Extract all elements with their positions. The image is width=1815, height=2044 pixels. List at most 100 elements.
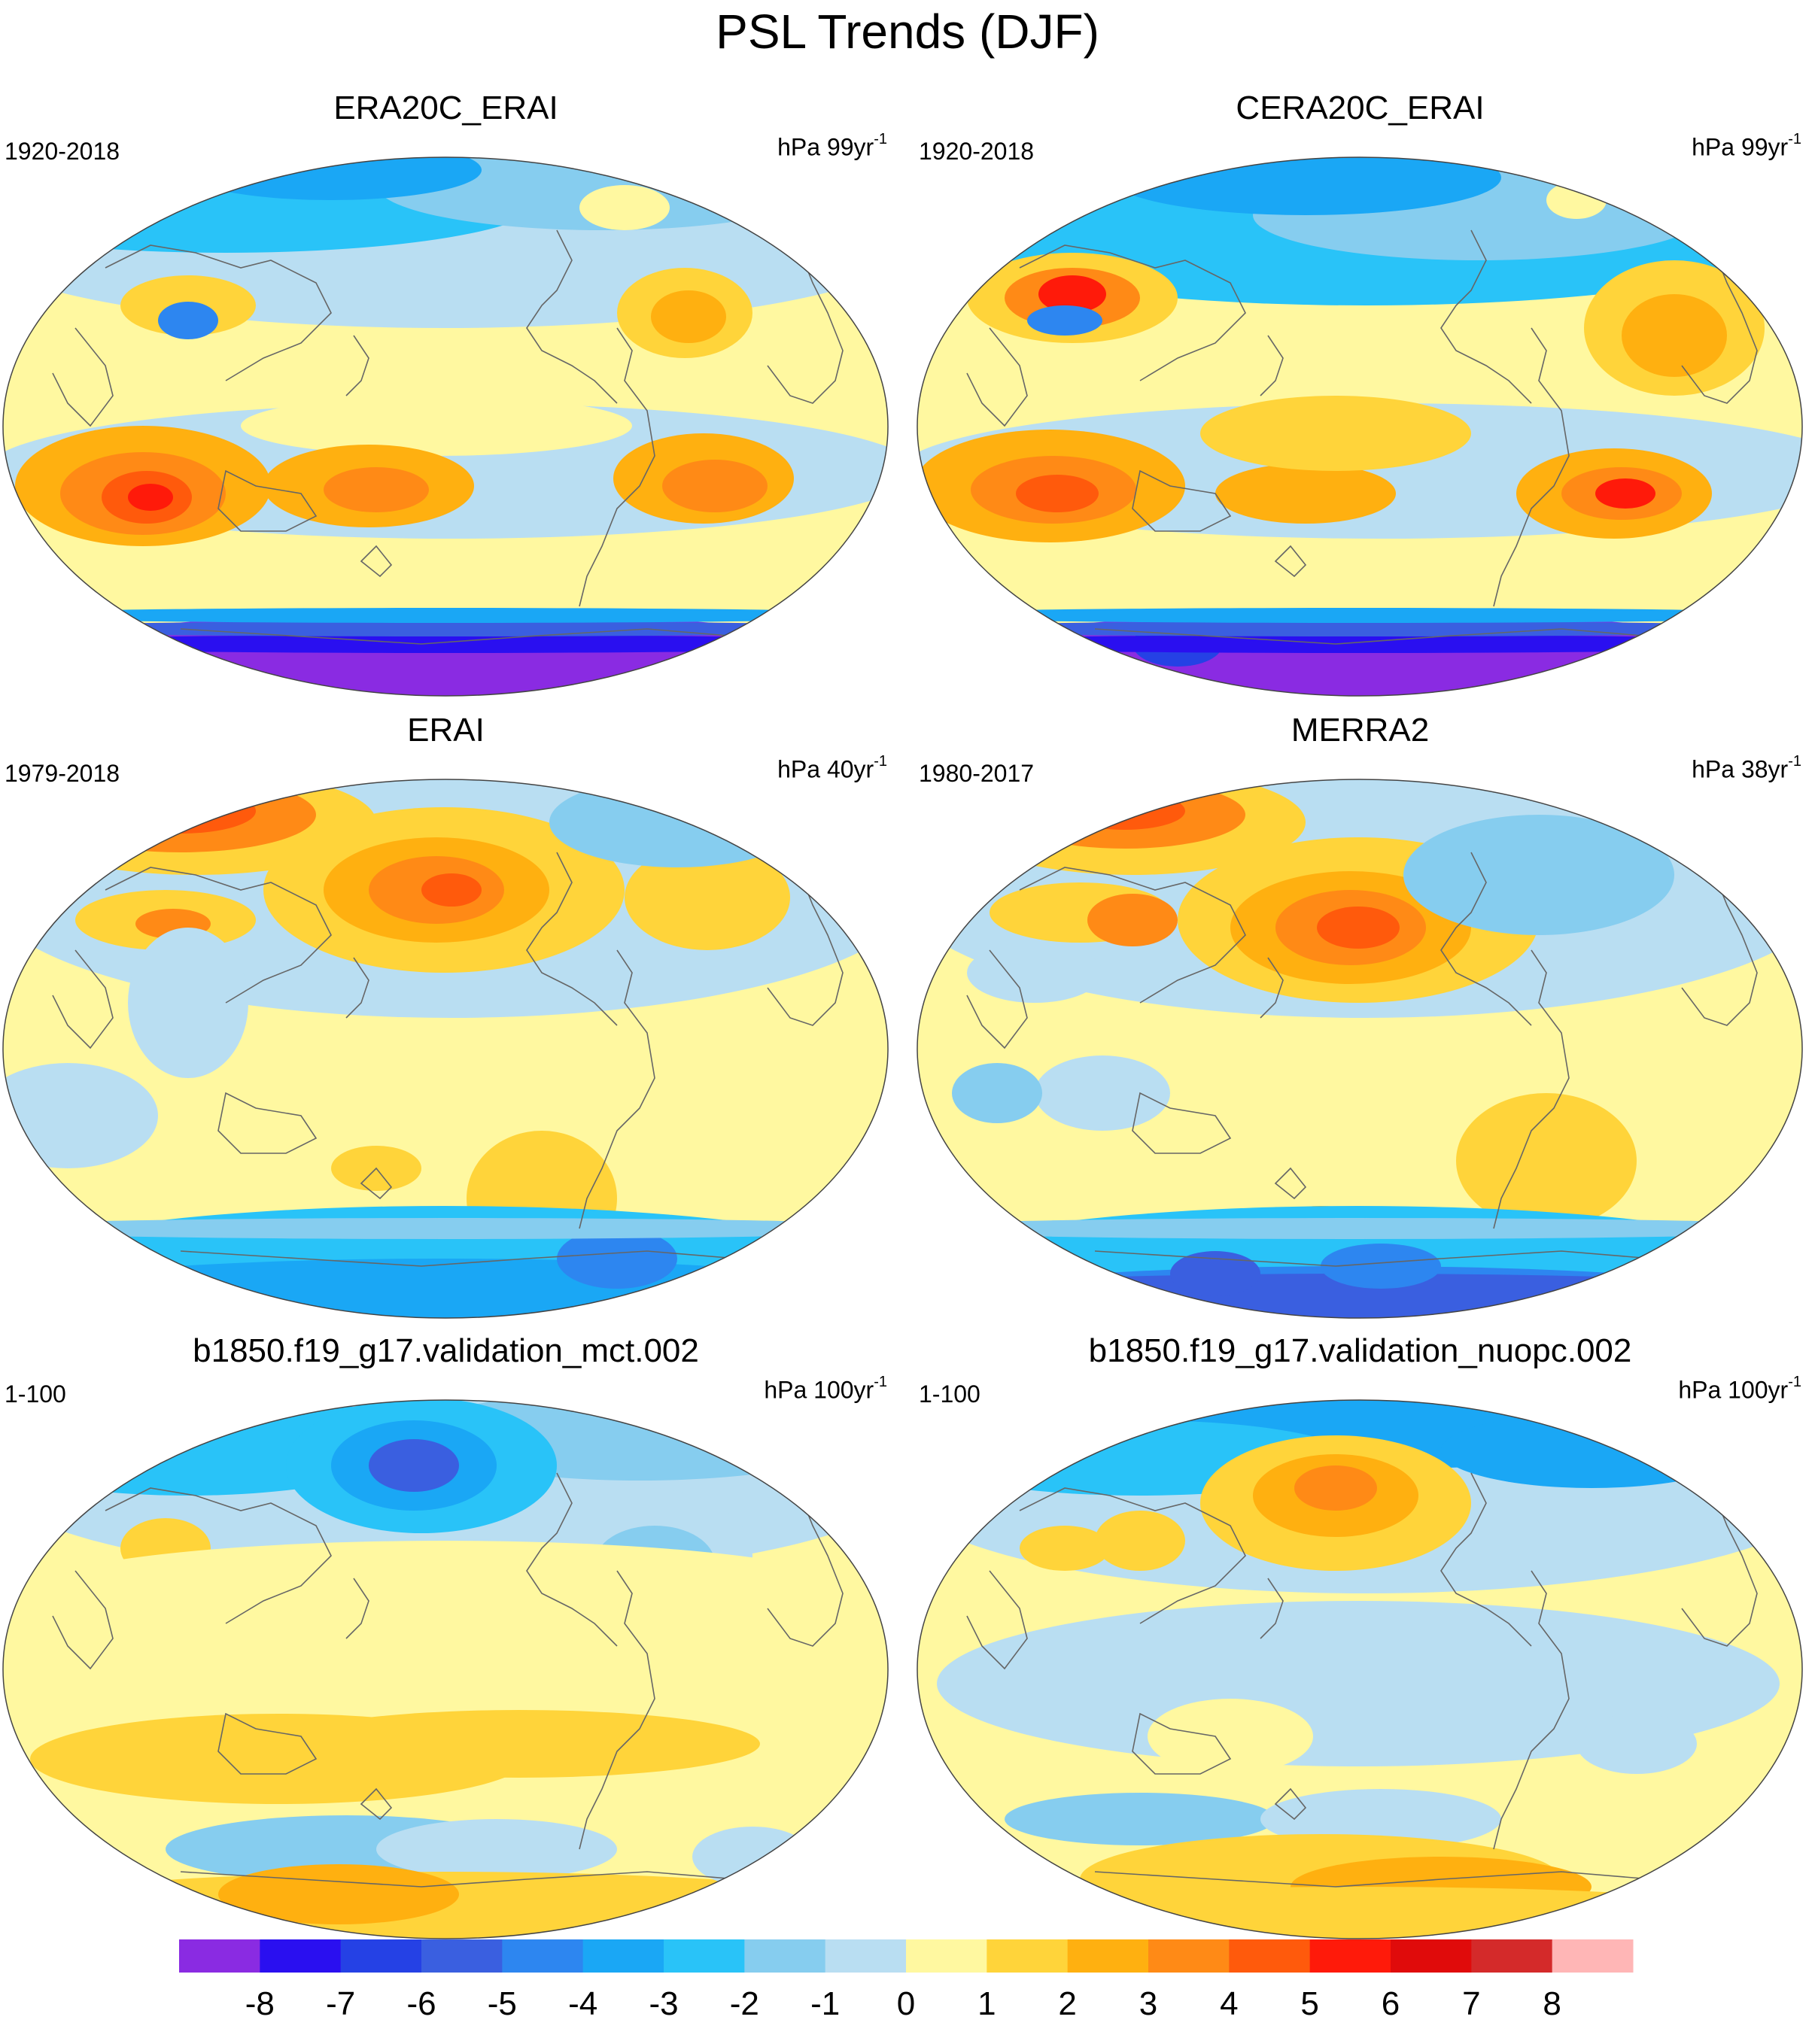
colorbar-box [1552, 1939, 1634, 1973]
coastline [180, 1250, 738, 1267]
contour-region [241, 396, 632, 456]
units-text: hPa 40yr [777, 755, 874, 783]
map-panel-4: MERRA2 1980-2017 hPa 38yr-1 [914, 711, 1806, 1320]
contour-region [579, 185, 670, 230]
contour-region [128, 484, 173, 511]
coastline [360, 1787, 393, 1821]
world-map [917, 156, 1803, 697]
contour-region [3, 608, 888, 623]
contour-region [917, 621, 1802, 636]
coastline [105, 867, 332, 1004]
coastline [52, 1570, 114, 1670]
colorbar-tick-label: -8 [245, 1985, 275, 2022]
contour-region [1095, 1511, 1185, 1571]
contour-region [135, 794, 226, 821]
coastline [1681, 867, 1758, 1026]
units-exponent: -1 [874, 753, 887, 770]
colorbar-box [825, 1939, 907, 1973]
contour-region [1020, 1526, 1110, 1571]
coastline [579, 327, 655, 607]
colorbar-tick-label: 7 [1462, 1985, 1480, 2022]
coastline [1132, 1712, 1232, 1775]
coastline [1260, 957, 1284, 1019]
contour-region [158, 302, 218, 339]
coastline [52, 949, 114, 1049]
units-label: hPa 99yr-1 [1692, 128, 1801, 162]
map-border [2, 156, 889, 697]
colorbar-tick-label: 8 [1543, 1985, 1561, 2022]
colorbar-box [260, 1939, 342, 1973]
period-label: 1920-2018 [5, 138, 120, 165]
coastline [1493, 327, 1570, 607]
panel-title: b1850.f19_g17.validation_mct.002 [193, 1332, 699, 1369]
colorbar-box [421, 1939, 503, 1973]
contour-region [324, 467, 429, 512]
colorbar-box [664, 1939, 745, 1973]
coastline [1681, 244, 1758, 404]
contour-region [45, 779, 316, 852]
map-border [917, 779, 1803, 1319]
colorbar-tick-label: -5 [488, 1985, 517, 2022]
units-exponent: -1 [874, 131, 887, 147]
figure-title: PSL Trends (DJF) [716, 5, 1099, 59]
world-map [2, 156, 889, 697]
contour-region [1005, 781, 1245, 849]
contour-region [937, 1601, 1780, 1766]
contour-region [105, 788, 256, 834]
map-border [2, 1399, 889, 1939]
coastlines [966, 177, 1758, 645]
contour-region [1595, 478, 1655, 509]
units-label: hPa 38yr-1 [1692, 750, 1801, 784]
contour-region [1087, 894, 1178, 946]
contour-region [1546, 181, 1607, 219]
colorbar-box [582, 1939, 664, 1973]
contour-region [1403, 815, 1674, 935]
coastline [1681, 1487, 1758, 1647]
colorbar-box [1148, 1939, 1230, 1973]
contour-region [1456, 1093, 1637, 1229]
map-border [917, 1399, 1803, 1939]
contour-region [3, 621, 888, 636]
contour-region [917, 608, 1802, 623]
contour-region [376, 1819, 617, 1879]
contour-region [278, 1710, 760, 1778]
contour-region [1441, 1413, 1742, 1488]
coastline [1132, 469, 1232, 532]
contour-region [1576, 1714, 1697, 1774]
coastline [1493, 1570, 1570, 1850]
contour-region [917, 635, 1802, 653]
units-text: hPa 99yr [777, 133, 874, 161]
contour-region [1215, 463, 1396, 524]
colorbar-box [744, 1939, 826, 1973]
contour-region [549, 779, 805, 867]
contour-region [1038, 275, 1106, 313]
coastline [180, 1871, 738, 1888]
colorbar-tick-label: -3 [649, 1985, 678, 2022]
colorbar-tick-label: -4 [568, 1985, 597, 2022]
map-panel-5: b1850.f19_g17.validation_mct.002 1-100 h… [0, 1332, 892, 1941]
colorbar-tick-label: -1 [810, 1985, 840, 2022]
coastline [1274, 1167, 1307, 1200]
contour-region [23, 1541, 865, 1646]
coastline [1094, 1871, 1652, 1888]
colorbar-tick-label: 3 [1139, 1985, 1157, 2022]
contour-region [1065, 792, 1185, 830]
colorbar-box [987, 1939, 1069, 1973]
map-panel-3: ERAI 1979-2018 hPa 40yr-1 [0, 711, 892, 1320]
contour-region [1027, 305, 1102, 336]
period-label: 1979-2018 [5, 760, 120, 787]
contour-region [3, 1259, 888, 1318]
colorbar-box [1067, 1939, 1149, 1973]
world-map [2, 779, 889, 1319]
colorbar-box [179, 1939, 260, 1973]
units-label: hPa 99yr-1 [777, 128, 887, 162]
coastline [217, 469, 318, 532]
coastline [105, 1487, 332, 1624]
colorbar-tick-label: 5 [1300, 1985, 1318, 2022]
coastline [1493, 949, 1570, 1229]
colorbar-box [340, 1939, 422, 1973]
contour-region [625, 845, 790, 950]
contour-region [1005, 1793, 1275, 1845]
coastlines [52, 1420, 844, 1888]
contour-region [3, 635, 888, 653]
